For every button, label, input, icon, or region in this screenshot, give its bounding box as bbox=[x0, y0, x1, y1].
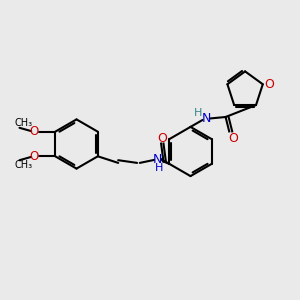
Text: O: O bbox=[265, 78, 274, 91]
Text: N: N bbox=[153, 153, 163, 166]
Text: H: H bbox=[155, 163, 164, 173]
Text: CH₃: CH₃ bbox=[14, 160, 32, 170]
Text: O: O bbox=[229, 132, 238, 145]
Text: O: O bbox=[29, 125, 38, 138]
Text: CH₃: CH₃ bbox=[14, 118, 32, 128]
Text: O: O bbox=[158, 132, 167, 145]
Text: O: O bbox=[29, 150, 38, 163]
Text: N: N bbox=[201, 112, 211, 125]
Text: H: H bbox=[194, 108, 202, 118]
